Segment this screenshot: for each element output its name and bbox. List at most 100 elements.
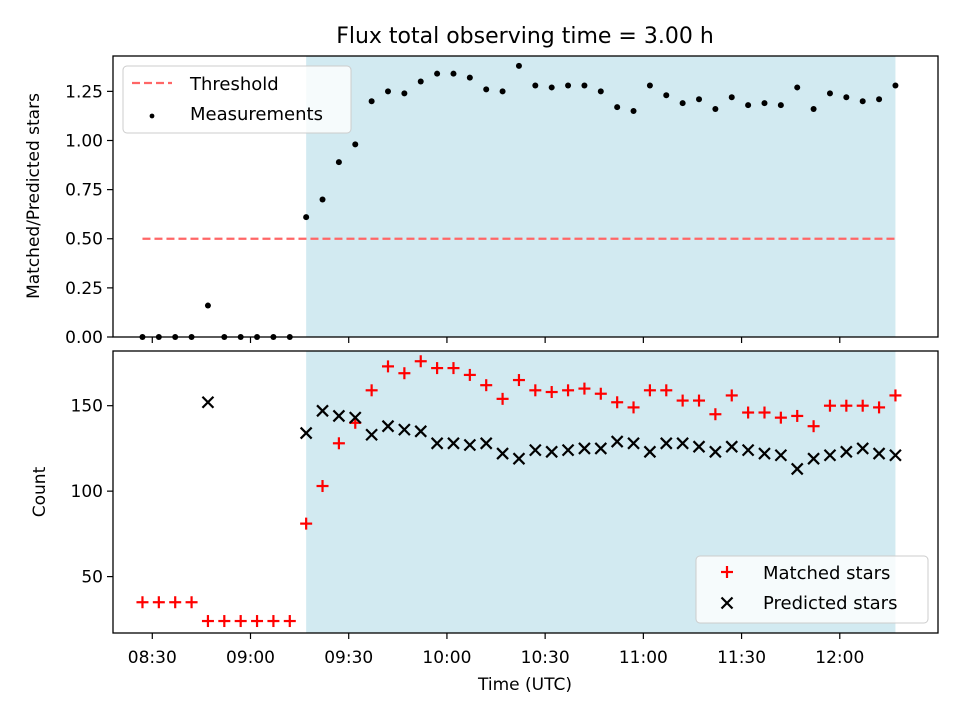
predicted-x-b [872, 447, 886, 460]
y-tick-label: 50 [81, 568, 103, 588]
predicted-x-b [332, 409, 346, 423]
matched-point [431, 362, 444, 375]
legend-predicted-swatch [720, 596, 734, 610]
matched-point [218, 615, 231, 628]
predicted-x-b [741, 443, 755, 457]
measurement-point [728, 94, 735, 101]
matched-point [332, 437, 345, 450]
measurement-point [777, 102, 784, 109]
predicted-x-b [414, 425, 428, 438]
x-tick-label: 09:30 [324, 648, 373, 668]
top-legend: Threshold Measurements [122, 65, 352, 134]
measurement-point [712, 106, 719, 113]
predicted-x-b [676, 437, 689, 450]
predicted-x-b [447, 437, 460, 450]
predicted-point [872, 447, 886, 460]
measurement-point [204, 302, 211, 309]
legend-predicted-marker [720, 596, 734, 610]
matched-point [234, 615, 247, 628]
predicted-point [610, 435, 624, 448]
measurement-point [417, 78, 424, 85]
count-marks [136, 355, 902, 628]
bottom-axes-frame [112, 350, 939, 634]
predicted-point [758, 447, 771, 460]
measurement-point [696, 96, 703, 103]
predicted-x-b [578, 442, 591, 455]
predicted-point [201, 395, 215, 409]
matched-point [676, 394, 689, 407]
predicted-point [512, 452, 526, 465]
matched-point [382, 360, 394, 373]
predicted-point [463, 438, 477, 452]
matched-point [774, 411, 787, 424]
measurement-point [385, 88, 391, 95]
top-shaded-region [306, 56, 896, 337]
predicted-point [643, 445, 657, 459]
top-x-ticks [151, 337, 841, 343]
predicted-point [676, 437, 689, 450]
predicted-x-b [889, 448, 902, 462]
measurement-point [597, 88, 604, 95]
predicted-x-b [790, 462, 804, 476]
predicted-point [348, 411, 362, 424]
predicted-point [840, 445, 853, 459]
predicted-x-b [709, 445, 722, 459]
legend-measurements-swatch [149, 113, 155, 119]
predicted-x-b [627, 437, 640, 450]
measurement-point [434, 70, 441, 77]
matched-point [627, 401, 640, 414]
x-tick-label: 11:30 [717, 648, 766, 668]
measurement-point [319, 196, 326, 203]
matched-point [725, 389, 738, 402]
measurement-point [892, 82, 899, 89]
predicted-x-b [512, 452, 526, 465]
measurement-point [515, 62, 522, 69]
matched-point [463, 368, 476, 381]
matched-point [169, 596, 182, 609]
predicted-x-b [381, 419, 395, 433]
y-tick-label: 150 [71, 397, 103, 417]
y-tick-label: 1.00 [65, 131, 103, 151]
measurement-point [335, 159, 342, 166]
predicted-x-b [463, 438, 477, 452]
measurement-point [810, 106, 817, 113]
count-panel: 50 100 150 08:30 09:00 09:30 10:00 10:30 11:00 1… [30, 350, 939, 695]
y-tick-label: 100 [71, 482, 103, 502]
matched-point [578, 382, 591, 395]
matched-point [185, 596, 198, 609]
predicted-point [659, 437, 673, 450]
measurement-point [761, 100, 768, 107]
legend-measurements-label: Measurements [190, 104, 323, 125]
predicted-point [381, 419, 395, 433]
predicted-x-b [856, 442, 869, 455]
predicted-x-b [807, 452, 820, 465]
bottom-legend-box [695, 555, 929, 624]
top-legend-box [122, 65, 352, 134]
measurement-point [303, 214, 310, 221]
matched-point [136, 596, 149, 609]
measurement-point [581, 82, 588, 89]
predicted-point [578, 442, 591, 455]
predicted-point [332, 409, 346, 423]
predicted-x-b [692, 440, 706, 453]
measurement-point [663, 92, 670, 99]
predicted-x-b [479, 437, 493, 450]
legend-matched-label: Matched stars [763, 563, 890, 584]
matched-point [840, 399, 853, 412]
measurement-point [826, 90, 833, 97]
measurement-point [368, 98, 375, 105]
measurement-point [352, 141, 359, 148]
matched-point [611, 396, 624, 409]
measurement-point [630, 108, 637, 115]
predicted-x-b [299, 426, 313, 440]
predicted-point [414, 425, 428, 438]
predicted-x-b [561, 443, 575, 457]
bottom-y-ticks: 50 100 150 [71, 397, 113, 588]
measurement-point [843, 94, 850, 101]
matched-point [267, 615, 280, 628]
predicted-point [398, 423, 411, 436]
predicted-point [889, 448, 902, 462]
predicted-x-b [643, 445, 657, 459]
matched-point [873, 401, 886, 414]
